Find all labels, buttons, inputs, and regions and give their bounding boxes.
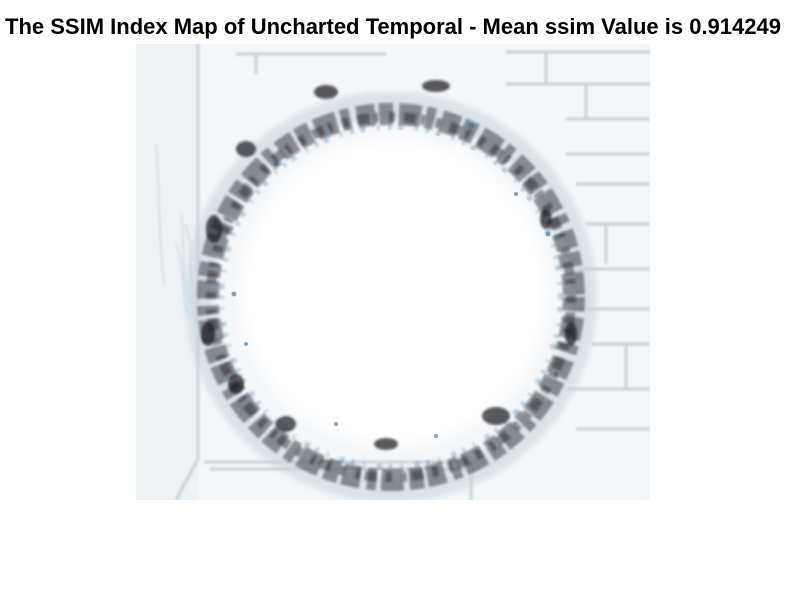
ring-blue-dots [231,123,559,438]
background-structure [174,44,650,500]
figure-title: The SSIM Index Map of Uncharted Temporal… [0,14,786,40]
ring-dark-core [206,112,576,482]
figure-title-text: The SSIM Index Map of Uncharted Temporal… [5,14,781,39]
ssim-index-map [136,44,650,500]
ring-interior [232,130,556,454]
ring-dark-clusters [201,80,577,450]
ring-blue-speckle [218,124,564,470]
ssim-map-image [136,44,650,500]
